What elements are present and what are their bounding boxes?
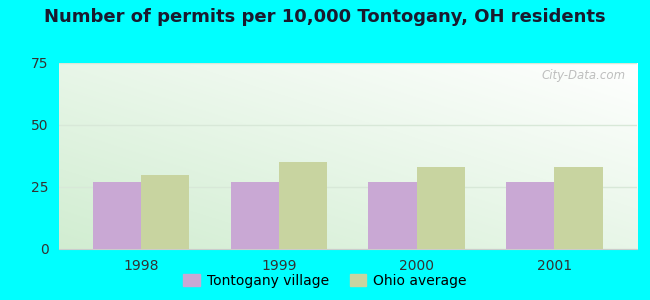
- Legend: Tontogany village, Ohio average: Tontogany village, Ohio average: [177, 268, 473, 293]
- Text: City-Data.com: City-Data.com: [541, 69, 625, 82]
- Bar: [93, 182, 141, 249]
- Bar: [141, 175, 189, 249]
- Bar: [417, 167, 465, 249]
- Text: Number of permits per 10,000 Tontogany, OH residents: Number of permits per 10,000 Tontogany, …: [44, 8, 606, 26]
- Bar: [506, 182, 554, 249]
- Bar: [554, 167, 603, 249]
- Bar: [231, 182, 279, 249]
- Bar: [369, 182, 417, 249]
- Bar: [279, 162, 327, 249]
